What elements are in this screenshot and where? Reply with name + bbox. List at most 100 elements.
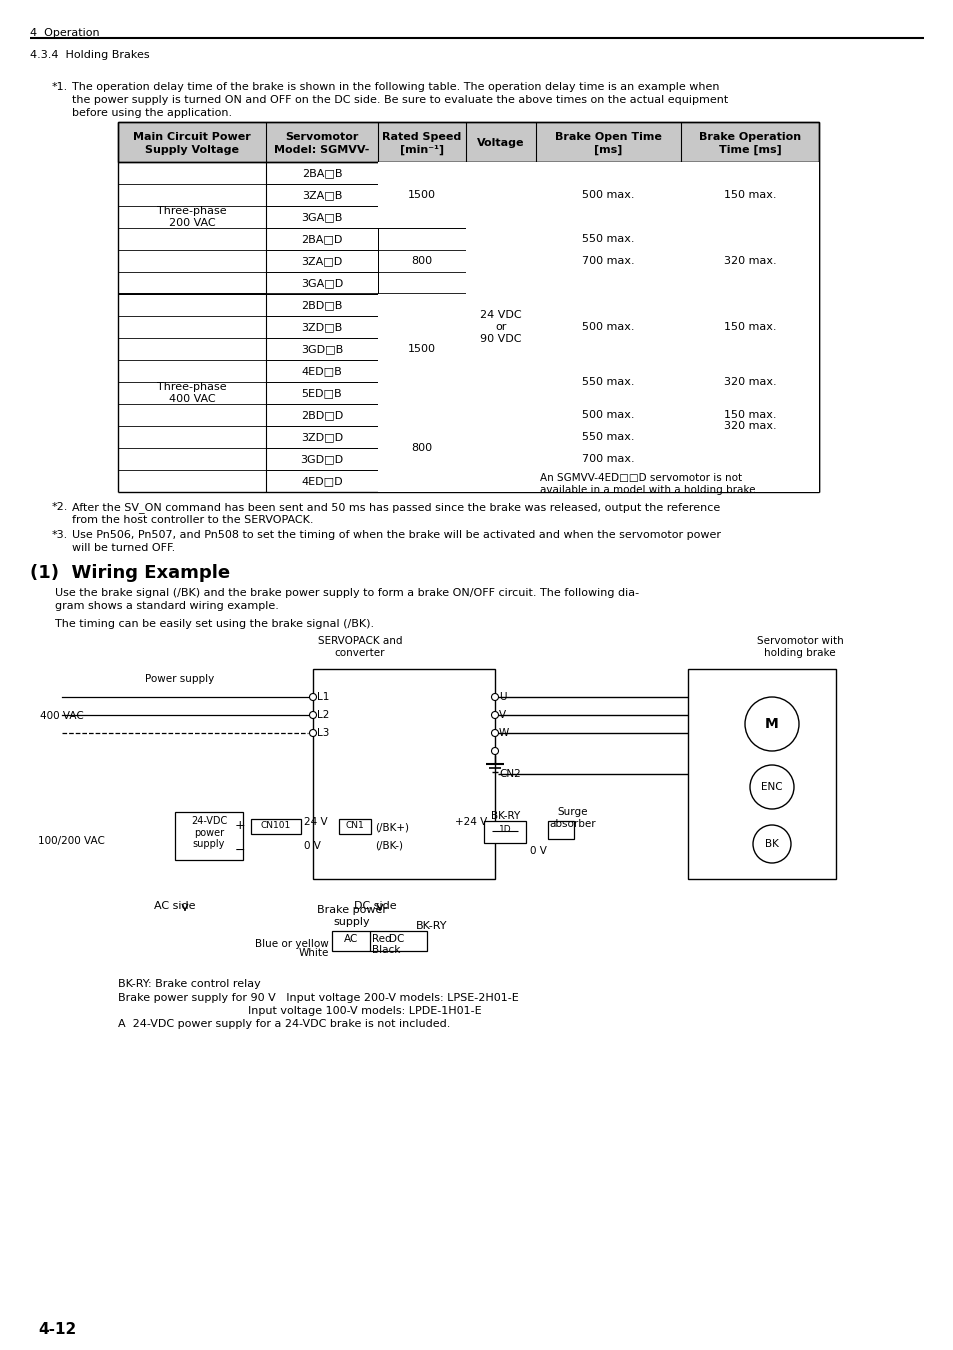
Text: 500 max.: 500 max. (581, 323, 634, 332)
Bar (174, 811, 243, 860)
Text: 4ED□D: 4ED□D (301, 477, 342, 486)
Text: 2BA□D: 2BA□D (301, 234, 342, 244)
Text: V: V (498, 710, 506, 720)
Text: 2BA□B: 2BA□B (301, 167, 342, 178)
Text: [min⁻¹]: [min⁻¹] (399, 144, 443, 155)
Text: L3: L3 (316, 728, 329, 738)
Text: Use the brake signal (/BK) and the brake power supply to form a brake ON/OFF cir: Use the brake signal (/BK) and the brake… (55, 589, 639, 598)
Text: 800: 800 (411, 443, 432, 454)
Text: Servomotor: Servomotor (285, 132, 358, 142)
Text: Surge
absorber: Surge absorber (549, 807, 596, 829)
Text: A  24-VDC power supply for a 24-VDC brake is not included.: A 24-VDC power supply for a 24-VDC brake… (118, 1019, 450, 1029)
Text: (1)  Wiring Example: (1) Wiring Example (30, 564, 230, 582)
Text: Rated Speed: Rated Speed (382, 132, 461, 142)
Bar (536, 162, 680, 294)
Text: 150 max.: 150 max. (723, 410, 776, 420)
Text: BK-RY: BK-RY (491, 811, 520, 821)
Text: *1.: *1. (52, 82, 69, 92)
Text: U: U (498, 693, 506, 702)
Text: 3ZA□D: 3ZA□D (301, 256, 342, 266)
Text: 320 max.: 320 max. (723, 377, 776, 387)
Text: 4.3.4  Holding Brakes: 4.3.4 Holding Brakes (30, 50, 150, 59)
Text: the power supply is turned ON and OFF on the DC side. Be sure to evaluate the ab: the power supply is turned ON and OFF on… (71, 95, 727, 105)
Text: W: W (498, 728, 509, 738)
Bar (680, 162, 818, 294)
Bar (332, 931, 427, 950)
Bar (118, 122, 818, 162)
Text: +: + (234, 819, 245, 832)
Text: After the SV_ON command has been sent and 50 ms has passed since the brake was r: After the SV_ON command has been sent an… (71, 502, 720, 513)
Text: AC: AC (343, 934, 357, 944)
Text: 3GA□D: 3GA□D (300, 278, 343, 288)
Text: 3ZD□D: 3ZD□D (300, 432, 343, 441)
Text: 320 max.: 320 max. (723, 256, 776, 266)
Circle shape (491, 729, 498, 737)
Text: BK-RY: Brake control relay: BK-RY: Brake control relay (118, 979, 260, 990)
Text: Voltage: Voltage (476, 138, 524, 148)
Text: Blue or yellow: Blue or yellow (255, 940, 329, 949)
Circle shape (309, 694, 316, 701)
Circle shape (309, 711, 316, 718)
Text: 3ZD□B: 3ZD□B (301, 323, 342, 332)
Text: Model: SGMVV-: Model: SGMVV- (274, 144, 370, 155)
Text: 5ED□B: 5ED□B (301, 387, 342, 398)
Text: Brake power
supply: Brake power supply (316, 904, 387, 926)
Bar (313, 670, 495, 879)
Text: The operation delay time of the brake is shown in the following table. The opera: The operation delay time of the brake is… (71, 82, 719, 92)
Text: 700 max.: 700 max. (581, 454, 634, 464)
Text: Supply Voltage: Supply Voltage (145, 144, 239, 155)
Bar (338, 819, 371, 834)
Text: 24 V: 24 V (304, 817, 327, 828)
Text: 0 V: 0 V (530, 846, 546, 856)
Text: from the host controller to the SERVOPACK.: from the host controller to the SERVOPAC… (71, 514, 314, 525)
Text: 700 max.: 700 max. (581, 256, 634, 266)
Text: Power supply: Power supply (145, 674, 214, 684)
Text: M: M (764, 717, 778, 730)
Text: L2: L2 (316, 710, 329, 720)
Text: 3ZA□B: 3ZA□B (301, 190, 342, 200)
Text: *3.: *3. (52, 531, 69, 540)
Text: 24-VDC
power
supply: 24-VDC power supply (191, 815, 227, 849)
Text: 3GD□B: 3GD□B (300, 344, 343, 354)
Text: 1500: 1500 (408, 190, 436, 200)
Text: The timing can be easily set using the brake signal (/BK).: The timing can be easily set using the b… (55, 620, 374, 629)
Bar (377, 162, 465, 228)
Text: 400 VAC: 400 VAC (40, 711, 84, 721)
Text: −: − (234, 844, 245, 857)
Text: +24 V: +24 V (455, 817, 487, 828)
Text: 320 max.: 320 max. (723, 421, 776, 431)
Text: Use Pn506, Pn507, and Pn508 to set the timing of when the brake will be activate: Use Pn506, Pn507, and Pn508 to set the t… (71, 531, 720, 540)
Text: 100/200 VAC: 100/200 VAC (38, 836, 105, 846)
Text: CN1: CN1 (345, 821, 364, 830)
Text: CN2: CN2 (498, 769, 520, 779)
Text: [ms]: [ms] (594, 144, 622, 155)
Text: 4  Operation: 4 Operation (30, 28, 99, 38)
Text: SERVOPACK and
converter: SERVOPACK and converter (317, 636, 402, 657)
Text: 150 max.: 150 max. (723, 323, 776, 332)
Text: BK-RY: BK-RY (416, 921, 447, 931)
Text: 800: 800 (411, 256, 432, 266)
Text: 4-12: 4-12 (38, 1322, 76, 1336)
Text: Black: Black (372, 945, 400, 954)
Circle shape (749, 765, 793, 809)
Text: 1500: 1500 (408, 344, 436, 354)
Text: gram shows a standard wiring example.: gram shows a standard wiring example. (55, 601, 278, 612)
Text: Input voltage 100-V models: LPDE-1H01-E: Input voltage 100-V models: LPDE-1H01-E (248, 1006, 481, 1017)
Text: 150 max.: 150 max. (723, 190, 776, 200)
Text: AC side: AC side (154, 900, 195, 911)
Text: 3GD□D: 3GD□D (300, 454, 343, 464)
Text: Servomotor with
holding brake: Servomotor with holding brake (756, 636, 842, 657)
Text: 1D: 1D (498, 825, 511, 834)
Text: Time [ms]: Time [ms] (718, 144, 781, 155)
Text: Three-phase
200 VAC: Three-phase 200 VAC (157, 207, 227, 228)
Text: will be turned OFF.: will be turned OFF. (71, 543, 175, 554)
Bar (687, 670, 835, 879)
Text: CN101: CN101 (260, 821, 291, 830)
Text: Three-phase
400 VAC: Three-phase 400 VAC (157, 382, 227, 404)
Circle shape (491, 748, 498, 755)
Text: DC: DC (389, 934, 404, 944)
Text: 3GA□B: 3GA□B (301, 212, 342, 221)
Text: 500 max.: 500 max. (581, 410, 634, 420)
Text: (/BK+): (/BK+) (375, 824, 409, 833)
Text: 550 max.: 550 max. (581, 432, 634, 441)
